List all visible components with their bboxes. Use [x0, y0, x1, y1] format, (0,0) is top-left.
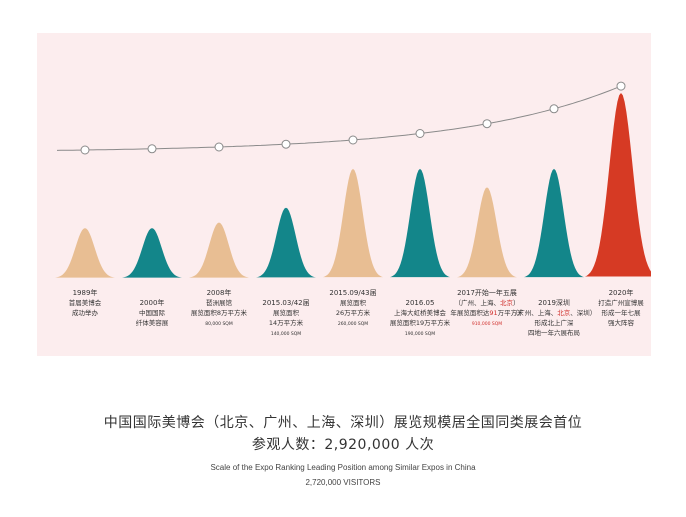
milestone-label-text: 2008年: [207, 288, 232, 297]
milestone-label-text: 2017开始一年五展: [457, 288, 517, 297]
milestone-label-text: 80,000 SQM: [205, 321, 233, 327]
trend-marker: [415, 129, 425, 138]
milestone-label-2: 2000年中国国际纤体美容展: [136, 298, 169, 327]
milestone-label-text: 展览面积19万平方米: [390, 318, 451, 327]
milestone-label-text: 91: [489, 309, 497, 317]
trend-marker: [549, 104, 559, 114]
milestone-label-text: （广州、上海、: [455, 298, 501, 307]
milestone-label-text: 2015.03/42届: [262, 299, 309, 307]
milestone-label-1: 1989年首届美博会成功举办: [69, 288, 102, 317]
trend-marker: [616, 81, 626, 91]
expo-growth-chart: 1989年首届美博会成功举办2000年中国国际纤体美容展2008年琶洲展馆展览面…: [37, 33, 651, 356]
milestone-label-text: 首届美博会: [69, 298, 102, 307]
trend-marker: [281, 139, 291, 149]
milestone-label-text: 910,000 SQM: [472, 321, 502, 327]
milestone-label-text: 北京: [500, 298, 514, 307]
peaks-group: [55, 93, 651, 278]
trend-marker: [482, 119, 492, 129]
milestone-label-text: 2016.05: [406, 299, 435, 307]
trend-marker: [80, 145, 90, 155]
milestone-label-text: 年展览面积达: [450, 308, 490, 317]
milestone-label-text: 展览面积: [273, 308, 300, 317]
milestone-label-text: 四地一年六展布局: [528, 328, 580, 337]
milestone-label-9: 2020年打造广州宣博展形成一年七展强大阵容: [598, 288, 644, 327]
trend-marker: [147, 144, 157, 154]
trend-marker: [214, 142, 224, 152]
milestone-label-text: 打造广州宣博展: [598, 298, 644, 307]
peak-8: [524, 168, 584, 278]
milestone-label-text: 14万平方米: [269, 318, 304, 327]
milestone-label-text: 强大阵容: [608, 318, 635, 327]
chart-panel: 1989年首届美博会成功举办 2000年中国国际纤体美容展 2008年琶洲展馆展览面…: [37, 33, 651, 356]
peak-5: [323, 168, 383, 278]
milestone-label-4: 2015.03/42届展览面积 14万平方米 140,000 SQM: [262, 299, 309, 337]
milestone-label-text: 1989年: [73, 288, 98, 297]
milestone-label-text: 展览面积: [340, 298, 367, 307]
caption-visitors-en: 2,720,000 VISITORS: [305, 478, 381, 487]
peak-2: [122, 228, 182, 278]
milestone-label-text: 展览面积8万平方米: [191, 308, 248, 317]
milestone-label-text: 中国国际: [139, 308, 166, 317]
caption-title-cn: 中国国际美博会（北京、广州、上海、深圳）展览规模居全国同类展会首位: [103, 415, 583, 431]
milestone-label-text: 、深圳）: [570, 308, 596, 317]
trend-marker: [348, 135, 358, 145]
milestone-label-8: 2019深圳（广州、上海、北京、深圳）形成北上广深四地一年六展布局: [512, 298, 597, 337]
milestone-label-text: 26万平方米: [336, 308, 371, 317]
peak-3: [189, 222, 249, 278]
milestone-label-6: 2016.05 上海大虹桥美博会展览面积19万平方米 190,000 SQM: [390, 299, 451, 337]
milestone-label-text: ）: [513, 299, 520, 307]
peak-4: [256, 207, 316, 278]
milestone-label-text: 形成一年七展: [602, 308, 642, 317]
labels-group: 1989年首届美博会成功举办2000年中国国际纤体美容展2008年琶洲展馆展览面…: [69, 288, 645, 337]
milestone-label-text: 纤体美容展: [136, 318, 169, 327]
milestone-label-text: 成功举办: [72, 308, 99, 317]
milestone-label-text: 2015.09/43届: [329, 289, 376, 297]
milestone-label-5: 2015.09/43届展览面积 26万平方米 260,000 SQM: [329, 289, 376, 327]
milestone-label-text: （广州、上海、: [512, 308, 558, 317]
milestone-label-text: 北京: [557, 308, 571, 317]
peak-7: [457, 187, 517, 278]
milestone-label-text: 260,000 SQM: [338, 321, 368, 327]
milestone-label-text: 万平方米: [498, 308, 525, 317]
caption-visitors-cn: 参观人数：2,920,000 人次: [251, 437, 435, 453]
milestone-label-text: 2020年: [609, 288, 634, 297]
peak-6: [390, 168, 450, 278]
milestone-label-3: 2008年琶洲展馆展览面积8万平方米 80,000 SQM: [191, 288, 248, 327]
milestone-label-text: 2000年: [140, 298, 165, 307]
milestone-label-text: 2019深圳: [538, 298, 570, 307]
milestone-label-7: 2017开始一年五展（广州、上海、北京） 年展览面积达91万平方米 910,000 …: [450, 288, 524, 327]
milestone-label-text: 琶洲展馆: [206, 298, 233, 307]
caption-title-en: Scale of the Expo Ranking Leading Positi…: [210, 463, 476, 472]
peak-9: [585, 93, 651, 277]
trend-curve-group: [56, 81, 626, 155]
milestone-label-text: 140,000 SQM: [271, 331, 301, 337]
peak-1: [55, 228, 115, 278]
milestone-label-text: 形成北上广深: [535, 318, 575, 327]
milestone-label-text: 上海大虹桥美博会: [394, 308, 447, 317]
milestone-label-text: 190,000 SQM: [405, 331, 435, 337]
